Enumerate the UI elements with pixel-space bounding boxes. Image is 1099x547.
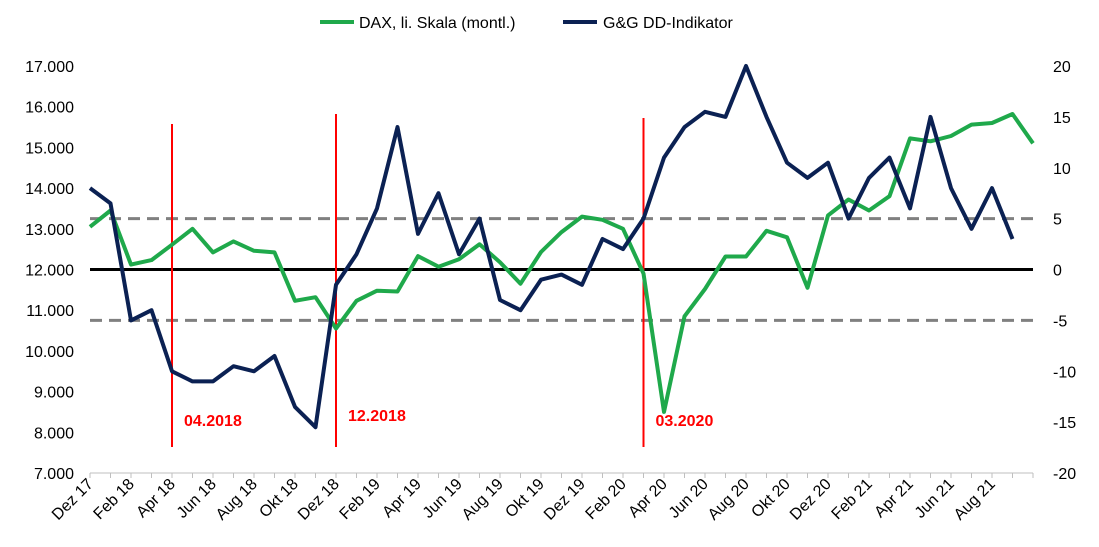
x-tick-label: Aug 21 [951, 476, 999, 524]
y-left-tick-label: 14.000 [25, 181, 74, 198]
x-tick-label: Jun 21 [912, 476, 958, 522]
y-left-tick-label: 9.000 [34, 385, 74, 402]
x-tick-label: Feb 19 [337, 476, 384, 523]
x-tick-label: Apr 18 [133, 476, 178, 521]
x-tick-label: Jun 20 [666, 476, 712, 522]
y-left-tick-label: 17.000 [25, 59, 74, 76]
y-right-tick-label: -15 [1053, 415, 1076, 432]
y-right-tick-label: -5 [1053, 313, 1067, 330]
dax-series-line [88, 112, 1035, 414]
event-marker-label: 04.2018 [184, 413, 242, 430]
y-left-tick-label: 7.000 [34, 466, 74, 483]
dd-indicator-series-line [88, 64, 1015, 430]
x-tick-label: Okt 20 [748, 476, 793, 521]
y-right-tick-label: -10 [1053, 364, 1076, 381]
event-marker-label: 03.2020 [656, 413, 714, 430]
y-right-tick-label: 0 [1053, 263, 1062, 280]
x-tick-label: Jun 19 [420, 476, 466, 522]
legend-label-dd: G&G DD-Indikator [603, 15, 733, 32]
x-tick-label: Apr 19 [379, 476, 424, 521]
y-right-tick-label: 10 [1053, 161, 1071, 178]
x-tick-label: Dez 19 [541, 476, 589, 524]
x-tick-label: Aug 18 [213, 476, 261, 524]
x-tick-label: Dez 20 [787, 476, 835, 524]
x-tick-label: Feb 21 [829, 476, 876, 523]
y-right-tick-label: 5 [1053, 212, 1062, 229]
x-tick-label: Aug 19 [459, 476, 507, 524]
x-tick-label: Aug 20 [705, 476, 753, 524]
y-right-tick-label: 20 [1053, 59, 1071, 76]
y-left-tick-label: 10.000 [25, 344, 74, 361]
x-tick-label: Feb 20 [583, 476, 630, 523]
x-tick-label: Okt 18 [256, 476, 301, 521]
legend-label-dax: DAX, li. Skala (montl.) [359, 15, 515, 32]
y-left-tick-label: 11.000 [26, 303, 74, 320]
x-tick-label: Dez 18 [295, 476, 343, 524]
y-left-tick-label: 8.000 [34, 425, 74, 442]
y-left-tick-label: 12.000 [25, 263, 74, 280]
event-marker-label: 12.2018 [348, 408, 406, 425]
y-right-tick-label: 15 [1053, 110, 1071, 127]
y-left-tick-label: 15.000 [25, 140, 74, 157]
x-tick-label: Apr 20 [625, 476, 670, 521]
y-left-tick-label: 13.000 [25, 222, 74, 239]
x-tick-label: Okt 19 [502, 476, 547, 521]
x-tick-label: Apr 21 [871, 476, 916, 521]
y-left-tick-label: 16.000 [25, 100, 74, 117]
x-tick-label: Feb 18 [91, 476, 138, 523]
y-right-tick-label: -20 [1053, 466, 1076, 483]
x-tick-label: Jun 18 [174, 476, 220, 522]
